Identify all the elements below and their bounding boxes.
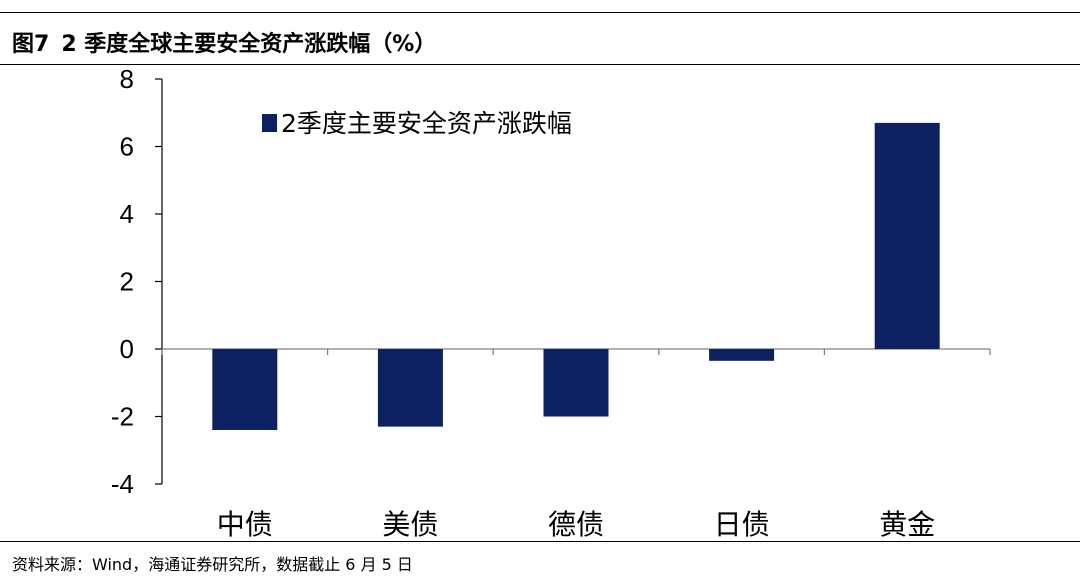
figure-title: 图7 2 季度全球主要安全资产涨跌幅（%）	[12, 26, 436, 58]
bar	[543, 349, 609, 417]
bar	[709, 349, 775, 361]
bottom-rule	[0, 541, 1080, 542]
legend-label: 2季度主要安全资产涨跌幅	[281, 109, 572, 138]
x-tick-label: 中债	[217, 508, 273, 541]
y-tick-label: 2	[120, 267, 134, 297]
bar	[874, 122, 940, 349]
x-tick-label: 美债	[382, 508, 438, 541]
y-tick-label: 8	[120, 64, 134, 94]
top-rule	[0, 12, 1080, 13]
bar	[212, 349, 278, 430]
y-tick-label: -4	[111, 469, 134, 499]
y-tick-label: 6	[120, 132, 134, 162]
bar-chart: 8 6 4 2 0 -2 -4 中债 美债 德债 日债 黄金 2季度主要安全资产涨跌幅	[111, 64, 991, 541]
bar	[377, 349, 443, 427]
figure-number: 图7	[12, 32, 50, 57]
source-note: 资料来源：Wind，海通证券研究所，数据截止 6 月 5 日	[12, 555, 413, 574]
x-tick-label: 黄金	[879, 508, 935, 541]
legend-swatch	[262, 114, 277, 132]
figure-title-text: 2 季度全球主要安全资产涨跌幅（%）	[61, 32, 437, 57]
title-rule	[0, 64, 1080, 65]
y-tick-label: 0	[120, 334, 134, 364]
y-tick-label: 4	[120, 199, 134, 229]
x-tick-label: 德债	[548, 508, 604, 541]
y-tick-label: -2	[111, 402, 134, 432]
x-tick-label: 日债	[714, 508, 770, 541]
